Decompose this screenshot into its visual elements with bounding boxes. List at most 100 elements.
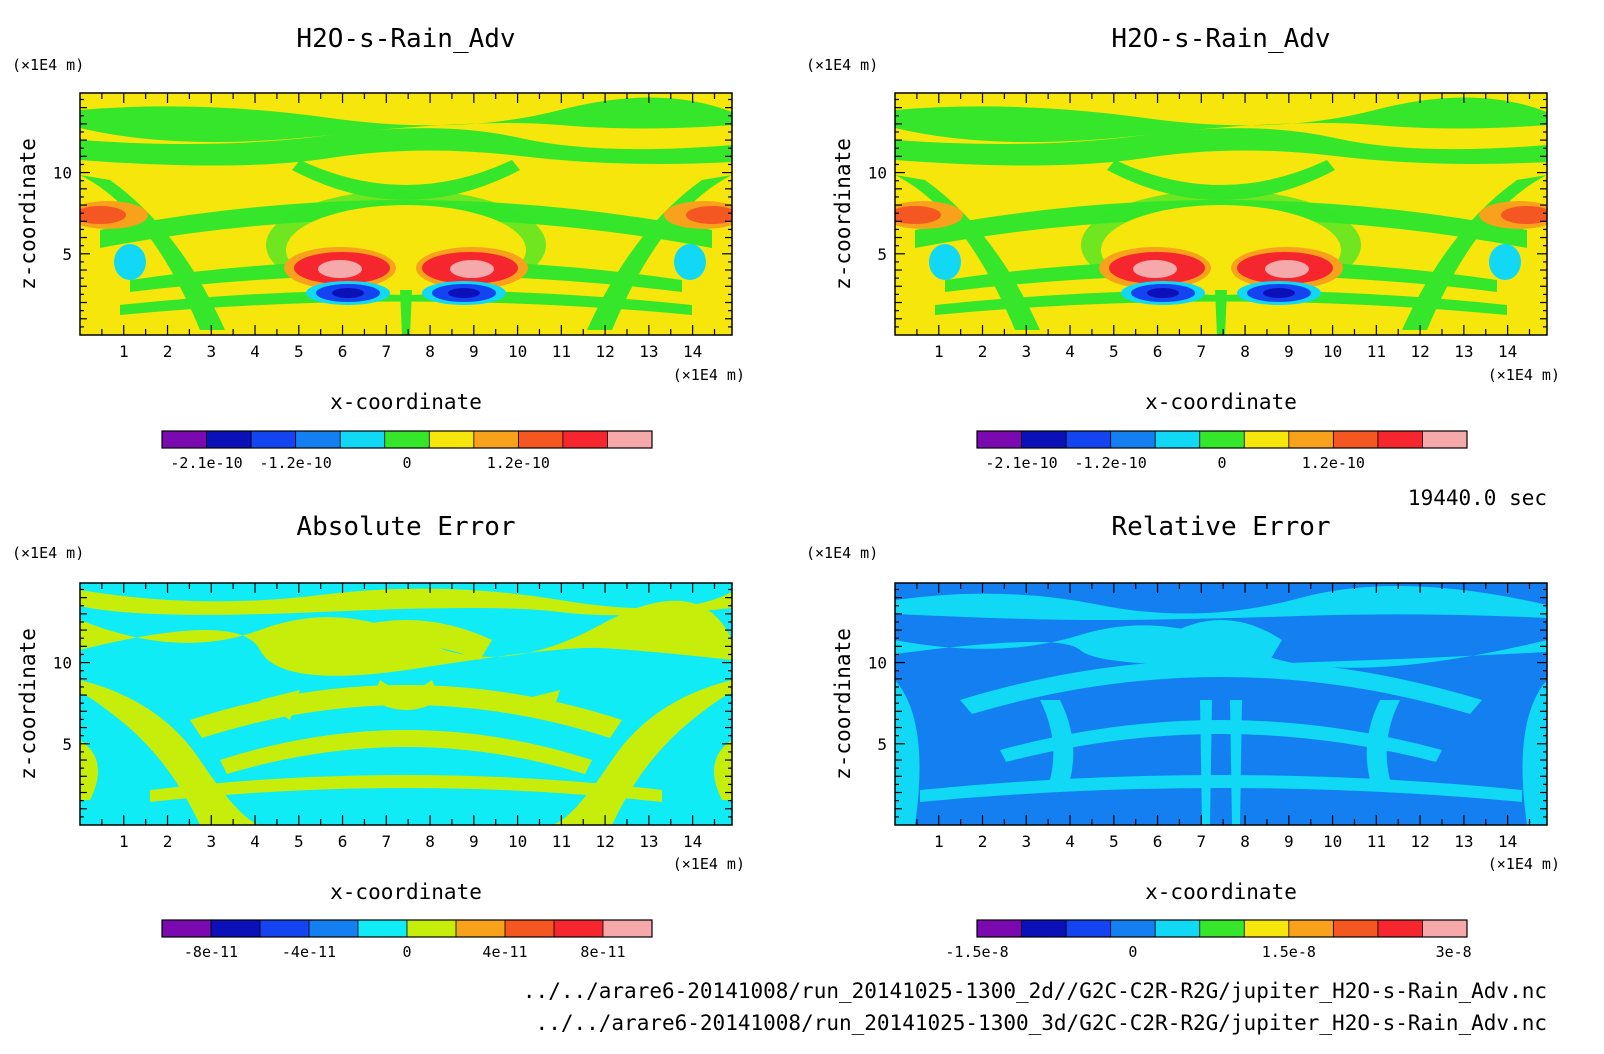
x-tick-label: 6 <box>1153 342 1163 361</box>
colorbar-swatch <box>1422 920 1468 937</box>
colorbar-frame <box>161 919 653 938</box>
x-tick-label: 5 <box>294 342 304 361</box>
x-tick-label: 1 <box>119 342 129 361</box>
panel-bottom-right: Relative Error (×1E4 m) 1 2 3 4 5 6 7 8 9 10 11 12 1… <box>806 512 1560 961</box>
x-tick-label: 13 <box>1454 832 1473 851</box>
colorbar-tick-label: 4e-11 <box>482 943 527 961</box>
x-tick-label: 3 <box>1021 832 1031 851</box>
colorbar-swatch <box>309 920 359 937</box>
colorbar-swatch <box>1244 920 1290 937</box>
colorbar-tick-label: -1.5e-8 <box>945 943 1008 961</box>
colorbar-swatch <box>1333 920 1379 937</box>
colorbar-swatch <box>505 920 555 937</box>
x-tick-label: 6 <box>338 342 348 361</box>
colorbar-tick-label: -1.2e-10 <box>260 454 332 472</box>
colorbar-swatch <box>407 920 457 937</box>
colorbar-swatch <box>554 920 604 937</box>
x-tick-label: 4 <box>1065 832 1075 851</box>
colorbar-swatch <box>429 431 475 448</box>
x-axis-label: x-coordinate <box>1145 390 1297 414</box>
colorbar-swatch <box>1288 920 1334 937</box>
x-tick-label: 9 <box>469 342 479 361</box>
x-tick-label: 14 <box>1498 342 1517 361</box>
x-tick-label: 10 <box>1323 342 1342 361</box>
x-tick-label: 9 <box>1284 832 1294 851</box>
colorbar-swatch <box>603 920 653 937</box>
x-tick-label: 13 <box>639 342 658 361</box>
colorbar-frame <box>976 919 1468 938</box>
y-tick-label: 10 <box>53 164 72 183</box>
x-tick-label: 2 <box>163 342 173 361</box>
colorbar-tick-label: -1.2e-10 <box>1075 454 1147 472</box>
x-tick-label: 10 <box>1323 832 1342 851</box>
colorbar-tick-label: 0 <box>1217 454 1226 472</box>
x-tick-label: 11 <box>552 342 571 361</box>
x-tick-label: 11 <box>1367 342 1386 361</box>
x-tick-label: 2 <box>978 832 988 851</box>
x-unit-label: (×1E4 m) <box>673 855 745 873</box>
x-tick-label: 10 <box>508 342 527 361</box>
x-tick-label: 8 <box>425 342 435 361</box>
x-tick-label: 5 <box>1109 342 1119 361</box>
x-unit-label: (×1E4 m) <box>1488 855 1560 873</box>
field-plot <box>80 93 732 335</box>
x-tick-label: 9 <box>469 832 479 851</box>
colorbar-swatch <box>1066 920 1112 937</box>
colorbar-swatch <box>251 431 297 448</box>
x-tick-label: 4 <box>250 832 260 851</box>
x-unit-label: (×1E4 m) <box>673 366 745 384</box>
panel-title: H2O-s-Rain_Adv <box>296 24 515 54</box>
plot-frame <box>79 92 733 336</box>
panel-title: Absolute Error <box>296 512 515 542</box>
x-tick-label: 14 <box>683 342 702 361</box>
y-unit-label: (×1E4 m) <box>12 544 84 562</box>
x-tick-label: 8 <box>1240 832 1250 851</box>
colorbar-tick-label: -4e-11 <box>282 943 336 961</box>
colorbar-tick-label: -8e-11 <box>184 943 238 961</box>
x-tick-label: 14 <box>1498 832 1517 851</box>
y-tick-label: 10 <box>53 654 72 673</box>
x-tick-label: 12 <box>595 342 614 361</box>
x-tick-label: 7 <box>381 832 391 851</box>
x-tick-label: 14 <box>683 832 702 851</box>
y-tick-label: 10 <box>868 164 887 183</box>
colorbar-swatch <box>456 920 506 937</box>
colorbar-swatch <box>358 920 408 937</box>
colorbar-swatch <box>1377 920 1423 937</box>
colorbar-swatch <box>1422 431 1468 448</box>
x-axis-label: x-coordinate <box>1145 880 1297 904</box>
colorbar-swatch <box>977 920 1023 937</box>
x-unit-label: (×1E4 m) <box>1488 366 1560 384</box>
x-tick-label: 1 <box>934 342 944 361</box>
y-axis-label: z-coordinate <box>16 628 40 780</box>
x-tick-label: 5 <box>1109 832 1119 851</box>
colorbar-tick-label: 1.2e-10 <box>1302 454 1365 472</box>
colorbar-swatch <box>1288 431 1334 448</box>
file-path-2d: ../../arare6-20141008/run_20141025-1300_… <box>523 979 1547 1003</box>
x-tick-label: 13 <box>639 832 658 851</box>
x-tick-label: 7 <box>1196 342 1206 361</box>
colorbar-swatch <box>473 431 519 448</box>
colorbar-tick-label: 8e-11 <box>580 943 625 961</box>
x-tick-label: 6 <box>1153 832 1163 851</box>
colorbar-swatch <box>384 431 430 448</box>
field-plot <box>895 93 1547 335</box>
colorbar-frame <box>161 430 653 449</box>
colorbar-swatch <box>1110 431 1156 448</box>
y-axis-label: z-coordinate <box>831 138 855 290</box>
colorbar-swatch <box>162 431 208 448</box>
colorbar-swatch <box>1066 431 1112 448</box>
y-tick-label: 10 <box>868 654 887 673</box>
field-plot <box>895 583 1547 825</box>
colorbar-swatch <box>295 431 341 448</box>
plot-frame <box>894 92 1548 336</box>
x-tick-label: 4 <box>1065 342 1075 361</box>
y-tick-label: 5 <box>877 735 887 754</box>
colorbar-swatch <box>1021 431 1067 448</box>
colorbar-swatch <box>162 920 212 937</box>
panel-title: H2O-s-Rain_Adv <box>1111 24 1330 54</box>
colorbar-swatch <box>1377 431 1423 448</box>
colorbar-frame <box>976 430 1468 449</box>
panel-title: Relative Error <box>1111 512 1330 542</box>
colorbar-tick-label: 3e-8 <box>1436 943 1472 961</box>
